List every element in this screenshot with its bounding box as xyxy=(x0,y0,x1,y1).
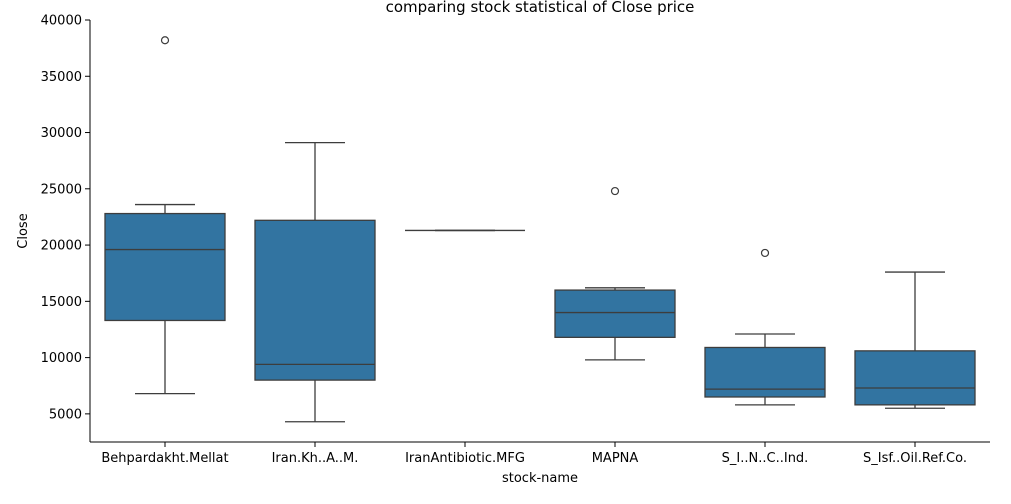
box-body xyxy=(554,289,676,338)
x-tick-label: Iran.Kh..A..M. xyxy=(272,451,359,466)
x-tick-label: Behpardakht.Mellat xyxy=(101,451,228,466)
x-tick-label: S_Isf..Oil.Ref.Co. xyxy=(863,451,967,466)
y-tick-label: 25000 xyxy=(41,182,82,197)
y-tick-label: 10000 xyxy=(41,351,82,366)
x-tick-label: MAPNA xyxy=(592,451,639,466)
box-2 xyxy=(254,142,376,423)
outlier-point xyxy=(160,36,170,45)
y-tick-label: 20000 xyxy=(41,239,82,254)
x-axis: Behpardakht.Mellat Iran.Kh..A..M. IranAnti… xyxy=(101,442,967,466)
x-axis-label: stock-name xyxy=(502,471,578,486)
y-tick-label: 5000 xyxy=(49,407,82,422)
y-tick-label: 30000 xyxy=(41,126,82,141)
outlier-point xyxy=(760,248,770,258)
box-body xyxy=(254,219,376,381)
box-1 xyxy=(104,36,226,395)
box-5 xyxy=(704,248,826,406)
y-axis-label: Close xyxy=(16,213,31,248)
box-6 xyxy=(854,271,976,409)
y-tick-label: 40000 xyxy=(41,14,82,29)
y-tick-label: 15000 xyxy=(41,295,82,310)
outlier-point xyxy=(610,186,620,196)
y-tick-label: 35000 xyxy=(41,70,82,85)
chart-title: comparing stock statistical of Close pri… xyxy=(386,0,695,16)
x-tick-label: S_I..N..C..Ind. xyxy=(722,451,809,466)
x-tick-label: IranAntibiotic.MFG xyxy=(405,451,525,466)
box-body xyxy=(104,212,226,322)
box-body xyxy=(854,350,976,406)
y-axis: 5000 10000 15000 20000 25000 30000 35000 40000 xyxy=(41,14,90,422)
boxes-group xyxy=(104,36,976,423)
box-4 xyxy=(554,186,676,361)
